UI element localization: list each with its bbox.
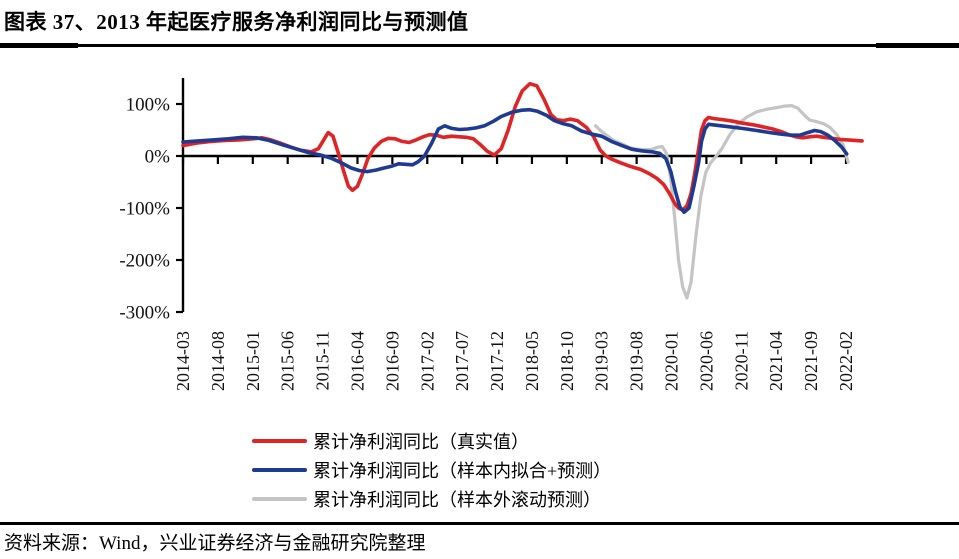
footer-rule [0, 522, 959, 525]
x-tick-label: 2022-02 [836, 331, 856, 391]
x-tick-label: 2015-11 [313, 331, 333, 390]
legend-line-red-icon [252, 439, 307, 443]
y-tick-label: -300% [119, 303, 170, 324]
x-tick-label: 2017-02 [417, 331, 437, 391]
title-rule-thin [78, 44, 876, 47]
legend-item-insample-fit: 累计净利润同比（样本内拟合+预测） [252, 458, 611, 482]
title-rule-thick-right [876, 43, 959, 48]
x-tick-label: 2017-12 [487, 331, 507, 391]
x-tick-label: 2020-01 [662, 331, 682, 391]
x-tick-label: 2015-01 [243, 331, 263, 391]
legend-label: 累计净利润同比（样本内拟合+预测） [313, 461, 612, 481]
x-tick-label: 2016-04 [347, 331, 367, 391]
y-tick-label: 100% [126, 95, 171, 116]
x-tick-label: 2014-08 [208, 331, 228, 391]
x-tick-label: 2015-06 [278, 331, 298, 391]
series-line-actual [181, 81, 864, 212]
x-tick-label: 2017-07 [452, 331, 472, 391]
series-line-outsample-forecast [593, 103, 850, 300]
y-tick-label: 0% [145, 147, 171, 168]
legend-item-actual: 累计净利润同比（真实值） [252, 429, 611, 453]
x-tick-label: 2016-09 [382, 331, 402, 391]
legend-line-blue-icon [252, 468, 307, 472]
x-tick-label: 2019-08 [627, 331, 647, 391]
x-tick-label: 2021-09 [801, 331, 821, 391]
x-tick-label: 2021-04 [766, 331, 786, 391]
y-tick-label: -100% [119, 199, 170, 220]
x-tick-label: 2018-10 [557, 331, 577, 391]
x-tick-label: 2014-03 [173, 331, 193, 391]
legend-item-outsample-forecast: 累计净利润同比（样本外滚动预测） [252, 487, 611, 511]
x-tick-label: 2020-06 [696, 331, 716, 391]
series-line-insample-fit [181, 107, 849, 214]
legend-line-gray-icon [252, 497, 307, 501]
chart-legend: 累计净利润同比（真实值） 累计净利润同比（样本内拟合+预测） 累计净利润同比（样… [252, 429, 611, 511]
legend-label: 累计净利润同比（真实值） [313, 432, 529, 452]
y-tick-label: -200% [119, 251, 170, 272]
x-tick-label: 2019-03 [592, 331, 612, 391]
x-tick-label: 2018-05 [522, 331, 542, 391]
legend-label: 累计净利润同比（样本外滚动预测） [313, 490, 601, 510]
figure-title: 图表 37、2013 年起医疗服务净利润同比与预测值 [4, 10, 469, 34]
x-tick-label: 2020-11 [731, 331, 751, 390]
source-note: 资料来源：Wind，兴业证券经济与金融研究院整理 [4, 533, 426, 554]
title-rule-thick-left [0, 43, 78, 48]
